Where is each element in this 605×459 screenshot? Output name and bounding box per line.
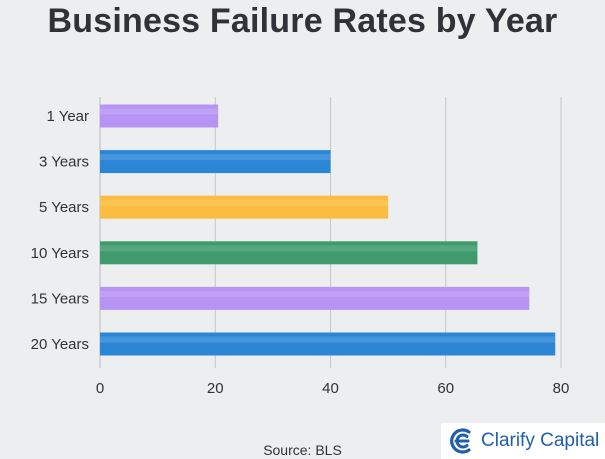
bar xyxy=(100,195,389,219)
category-label: 20 Years xyxy=(31,336,89,353)
x-tick-label: 60 xyxy=(437,380,454,397)
brand-name: Clarify Capital xyxy=(481,430,600,451)
source-note: Source: BLS xyxy=(263,442,342,458)
gridlines xyxy=(99,97,562,368)
bar-sheen xyxy=(100,245,478,252)
category-label: 10 Years xyxy=(31,245,89,262)
bar xyxy=(100,332,556,356)
bar xyxy=(100,241,478,265)
category-label: 15 Years xyxy=(31,290,89,307)
bar xyxy=(100,150,331,174)
x-tick-label: 20 xyxy=(207,380,224,397)
category-label: 1 Year xyxy=(46,108,89,125)
category-label: 3 Years xyxy=(39,154,89,171)
bar-chart: 1 Year 3 Years 5 Years 10 Years 15 Years 20 Y… xyxy=(31,97,570,397)
category-label: 5 Years xyxy=(39,199,89,216)
chart-title: Business Failure Rates by Year xyxy=(47,2,558,40)
bar-sheen xyxy=(100,290,530,297)
bar-sheen xyxy=(100,199,389,206)
brand-badge: Clarify Capital xyxy=(441,423,605,459)
bar-sheen xyxy=(100,108,219,115)
x-tick-label: 80 xyxy=(553,380,570,397)
bar-sheen xyxy=(100,154,331,161)
bar xyxy=(100,104,219,128)
x-tick-labels: 0 20 40 60 80 xyxy=(96,380,570,397)
bar-sheen xyxy=(100,336,556,343)
x-tick-label: 0 xyxy=(96,380,104,397)
clarify-logo-icon xyxy=(450,428,471,454)
category-labels: 1 Year 3 Years 5 Years 10 Years 15 Years 20 Y… xyxy=(31,108,89,353)
bar xyxy=(100,286,530,310)
x-tick-label: 40 xyxy=(322,380,339,397)
bars xyxy=(100,104,556,356)
